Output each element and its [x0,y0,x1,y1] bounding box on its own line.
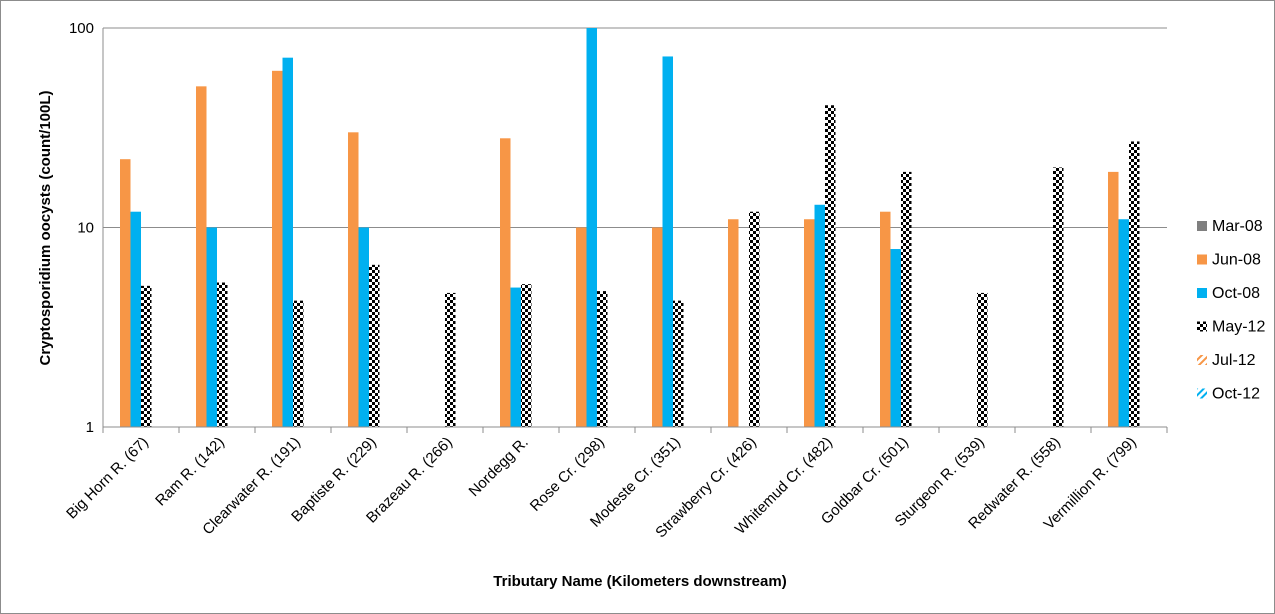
bar-jun-08-6 [576,227,587,427]
legend-label: Oct-08 [1212,285,1260,302]
bar-oct-08-6 [586,28,597,427]
bar-may-12-6 [597,291,608,427]
x-tick-label: Ram R. (142) [152,434,228,510]
bar-may-12-0 [141,285,152,427]
bar-jun-08-5 [500,138,511,427]
x-tick-label: Big Horn R. (67) [63,434,152,523]
bar-may-12-2 [293,300,304,427]
bar-may-12-13 [1129,141,1140,427]
bar-oct-08-3 [358,227,369,427]
bar-oct-08-9 [814,204,825,427]
bar-may-12-3 [369,264,380,427]
bar-may-12-7 [673,300,684,427]
legend-label: Mar-08 [1212,218,1263,235]
bar-jun-08-1 [196,86,207,427]
bar-may-12-8 [749,211,760,427]
bar-may-12-11 [977,292,988,427]
legend-swatch [1197,388,1207,399]
legend-label: Jul-12 [1212,352,1256,369]
x-axis-title: Tributary Name (Kilometers downstream) [493,573,786,590]
bar-may-12-12 [1053,167,1064,427]
gridlines [103,27,1167,428]
bar-oct-08-10 [890,249,901,427]
legend: Mar-08 Jun-08 Oct-08 May-12 Jul-12 Oct-12 [1197,218,1265,403]
legend-swatch [1197,321,1207,332]
bar-jun-08-3 [348,132,359,427]
y-tick-label: 1 [86,419,94,436]
x-tick-label: Nordegg R. [466,434,532,500]
bar-oct-08-13 [1118,219,1129,427]
bar-oct-08-5 [510,287,521,427]
legend-swatch [1197,254,1207,265]
legend-label: Jun-08 [1212,252,1261,269]
bar-may-12-5 [521,284,532,427]
legend-label: Oct-12 [1212,386,1260,403]
bar-oct-08-0 [130,211,141,427]
bar-jun-08-2 [272,70,283,428]
legend-swatch [1197,355,1207,365]
bar-may-12-9 [825,105,836,427]
bars [120,28,1140,428]
bar-may-12-4 [445,292,456,427]
y-tick-label: 10 [77,220,94,237]
y-axis-title: Cryptosporidium oocysts (count/100L) [37,90,54,365]
bar-jun-08-7 [652,227,663,427]
legend-swatch [1197,288,1207,298]
bar-jun-08-10 [880,211,891,427]
bar-oct-08-2 [282,57,293,428]
x-tick-label: Rose Cr. (298) [527,434,608,515]
bar-may-12-1 [217,282,228,427]
bar-oct-08-1 [206,227,217,427]
y-tick-label: 100 [69,20,94,37]
bar-may-12-10 [901,171,912,427]
bar-jun-08-8 [728,219,739,427]
bar-oct-08-7 [662,56,673,428]
legend-label: May-12 [1212,319,1265,336]
bar-jun-08-0 [120,159,131,427]
bar-jun-08-13 [1108,171,1119,427]
bar-jun-08-9 [804,219,815,427]
legend-swatch [1197,221,1207,231]
